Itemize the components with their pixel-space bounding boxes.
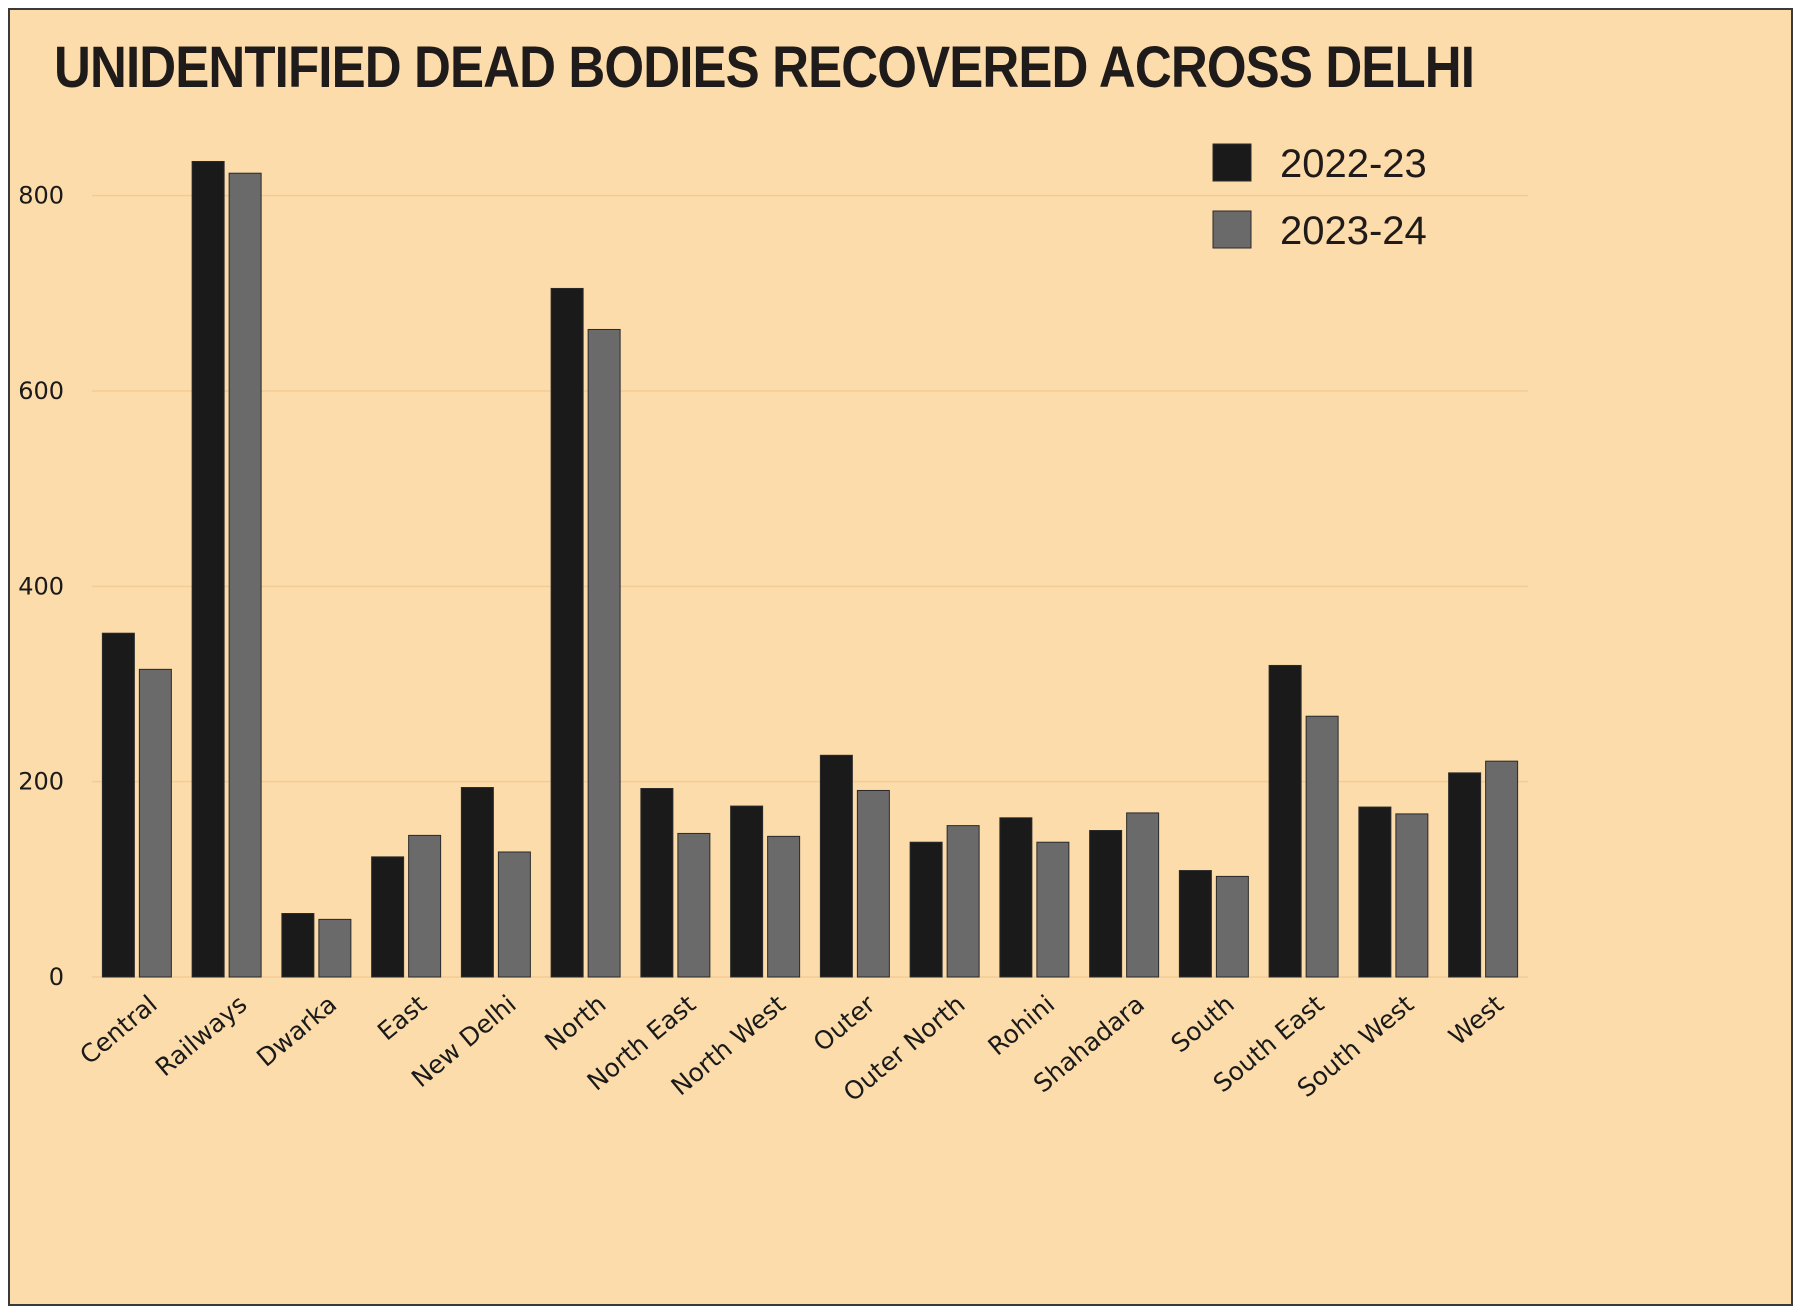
legend-swatch bbox=[1212, 143, 1252, 182]
bar-2022-23-west bbox=[1448, 772, 1482, 978]
bar-2022-23-dwarka bbox=[281, 913, 315, 978]
x-tick-label: South bbox=[1165, 989, 1239, 1058]
x-tick-label: Railways bbox=[150, 989, 253, 1082]
bar-2023-24-outer-north bbox=[946, 825, 980, 978]
x-tick-label: West bbox=[1443, 989, 1509, 1051]
bar-2023-24-south-west bbox=[1395, 813, 1429, 978]
bar-2022-23-rohini bbox=[999, 817, 1033, 978]
bar-2023-24-new-delhi bbox=[497, 851, 531, 978]
chart-frame: UNIDENTIFIED DEAD BODIES RECOVERED ACROS… bbox=[8, 8, 1793, 1306]
bar-2023-24-north bbox=[587, 328, 621, 978]
bar-2023-24-dwarka bbox=[318, 918, 352, 978]
bars bbox=[101, 160, 1519, 978]
bar-2022-23-east bbox=[371, 856, 405, 978]
legend-label: 2023-24 bbox=[1280, 209, 1427, 253]
bar-2023-24-south bbox=[1215, 875, 1249, 978]
bar-2022-23-south-east bbox=[1268, 664, 1302, 978]
bar-2023-24-west bbox=[1485, 760, 1519, 978]
y-tick-label: 400 bbox=[18, 572, 64, 600]
x-tick-label: North bbox=[539, 989, 611, 1056]
y-tick-label: 200 bbox=[18, 768, 64, 796]
bar-2023-24-shahadara bbox=[1126, 812, 1160, 978]
bar-2022-23-outer-north bbox=[909, 841, 943, 978]
bar-2022-23-south bbox=[1178, 870, 1212, 978]
x-tick-label: Rohini bbox=[983, 989, 1061, 1061]
bar-2023-24-north-west bbox=[767, 835, 801, 978]
bar-2022-23-north-west bbox=[730, 805, 764, 978]
bar-2022-23-north bbox=[550, 287, 584, 978]
bar-2023-24-outer bbox=[856, 789, 890, 978]
x-tick-label: Outer bbox=[808, 989, 882, 1057]
x-tick-label: East bbox=[372, 989, 432, 1046]
chart-title: UNIDENTIFIED DEAD BODIES RECOVERED ACROS… bbox=[54, 35, 1475, 100]
legend-label: 2022-23 bbox=[1280, 142, 1427, 186]
bar-2023-24-central bbox=[138, 668, 172, 978]
y-tick-label: 0 bbox=[49, 963, 64, 991]
x-tick-label: Central bbox=[74, 989, 162, 1070]
bar-2022-23-south-west bbox=[1358, 806, 1392, 978]
y-tick-label: 800 bbox=[18, 182, 64, 210]
bar-2022-23-outer bbox=[819, 754, 853, 978]
legend-swatch bbox=[1212, 210, 1252, 249]
bar-2023-24-rohini bbox=[1036, 841, 1070, 978]
legend: 2022-23 2023-24 bbox=[1212, 142, 1427, 253]
y-axis-ticks: 0 200 400 600 800 bbox=[18, 182, 64, 991]
bar-2023-24-north-east bbox=[677, 832, 711, 978]
bar-2022-23-railways bbox=[191, 160, 225, 978]
y-tick-label: 600 bbox=[18, 377, 64, 405]
bar-2022-23-north-east bbox=[640, 788, 674, 978]
bar-2022-23-central bbox=[101, 632, 135, 978]
x-tick-label: Dwarka bbox=[251, 989, 342, 1072]
bar-2023-24-east bbox=[408, 834, 442, 978]
bar-2022-23-new-delhi bbox=[460, 787, 494, 978]
bar-2023-24-railways bbox=[228, 172, 262, 978]
bar-2022-23-shahadara bbox=[1089, 830, 1123, 978]
bar-2023-24-south-east bbox=[1305, 715, 1339, 978]
